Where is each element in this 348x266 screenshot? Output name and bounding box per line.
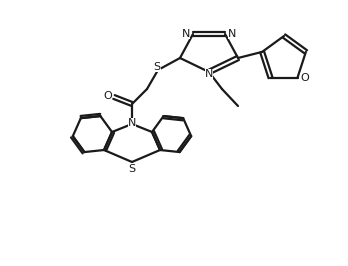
- Text: O: O: [300, 73, 309, 83]
- Text: S: S: [128, 164, 136, 174]
- Text: N: N: [205, 69, 213, 79]
- Text: N: N: [228, 29, 236, 39]
- Text: S: S: [153, 62, 160, 72]
- Text: N: N: [182, 29, 190, 39]
- Text: O: O: [104, 91, 112, 101]
- Text: N: N: [128, 118, 136, 128]
